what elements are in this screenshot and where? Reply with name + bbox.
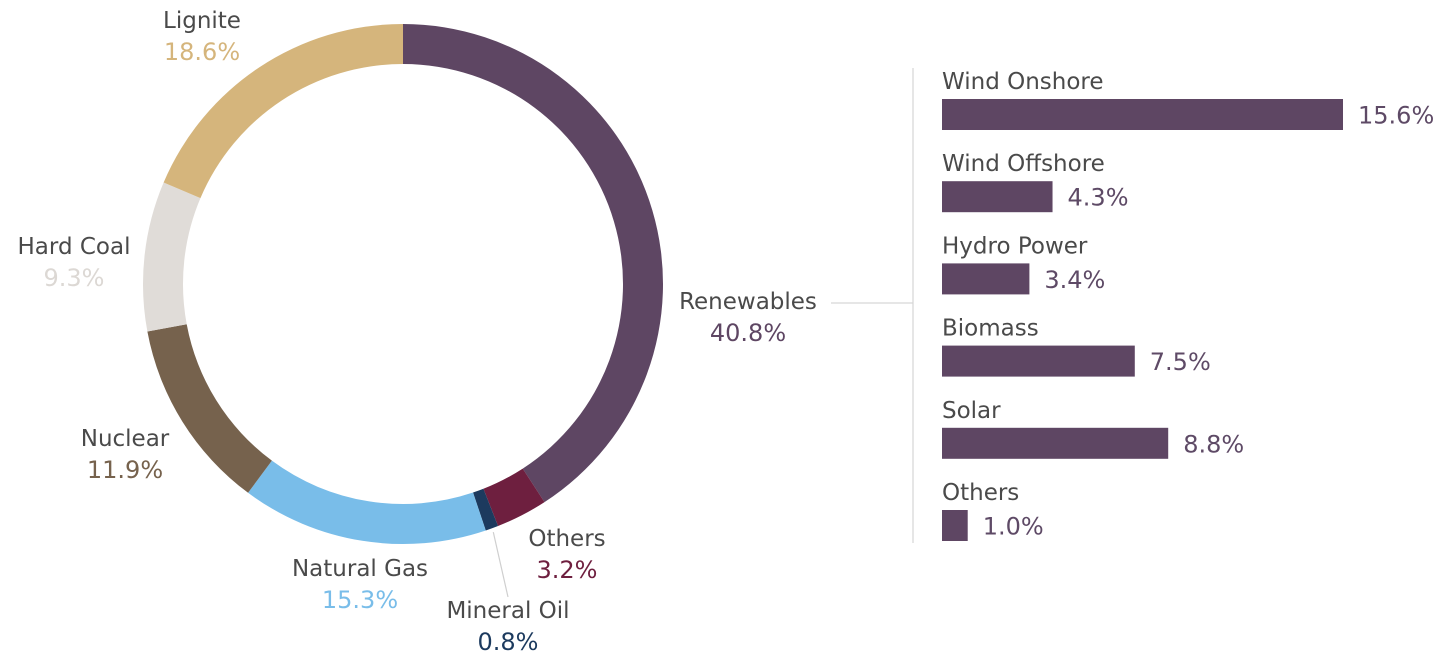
slice-lignite [163, 24, 403, 199]
label-mineral-oil: Mineral Oil [446, 598, 569, 624]
bar-biomass [942, 345, 1135, 377]
label-nuclear: Nuclear [81, 426, 170, 452]
bar-value-others: 1.0% [983, 513, 1044, 541]
label-renewables: Renewables [679, 289, 817, 315]
slice-others [483, 468, 545, 527]
label-others: Others [528, 526, 605, 552]
mineral-oil-leader-line [492, 531, 509, 598]
bar-others [942, 510, 968, 541]
slice-natural-gas [248, 460, 486, 544]
value-nuclear: 11.9% [87, 456, 163, 484]
bar-wind-onshore [942, 99, 1343, 130]
slice-renewables [403, 24, 663, 503]
bar-value-solar: 8.8% [1183, 430, 1244, 458]
value-hard-coal: 9.3% [44, 264, 105, 292]
bar-label-biomass: Biomass [942, 316, 1039, 342]
slice-hard-coal [143, 182, 201, 332]
bar-label-others: Others [942, 480, 1019, 506]
bar-label-hydro-power: Hydro Power [942, 233, 1088, 259]
value-natural-gas: 15.3% [322, 586, 398, 614]
bar-label-wind-offshore: Wind Offshore [942, 151, 1105, 177]
label-lignite: Lignite [163, 8, 241, 34]
value-others: 3.2% [537, 556, 598, 584]
bar-value-biomass: 7.5% [1150, 348, 1211, 376]
label-natural-gas: Natural Gas [292, 556, 428, 582]
value-renewables: 40.8% [710, 319, 786, 347]
donut-labels: Renewables 40.8% Others 3.2% Mineral Oil 0.8%… [18, 8, 817, 656]
slice-nuclear [147, 324, 272, 493]
bar-wind-offshore [942, 181, 1053, 213]
renewables-connector [831, 68, 914, 543]
bar-value-wind-onshore: 15.6% [1358, 102, 1434, 130]
renewables-breakdown-bar-chart: Wind Onshore 15.6% Wind Offshore 4.3% Hydro … [942, 69, 1434, 541]
donut-chart [143, 24, 663, 598]
bar-solar [942, 427, 1169, 459]
value-lignite: 18.6% [164, 38, 240, 66]
bar-hydro-power [942, 263, 1030, 295]
bar-value-wind-offshore: 4.3% [1068, 184, 1129, 212]
bar-value-hydro-power: 3.4% [1044, 266, 1105, 294]
bar-label-solar: Solar [942, 398, 1001, 424]
slice-mineral-oil [473, 488, 499, 531]
label-hard-coal: Hard Coal [18, 234, 131, 260]
bar-label-wind-onshore: Wind Onshore [942, 69, 1104, 95]
value-mineral-oil: 0.8% [478, 628, 539, 656]
